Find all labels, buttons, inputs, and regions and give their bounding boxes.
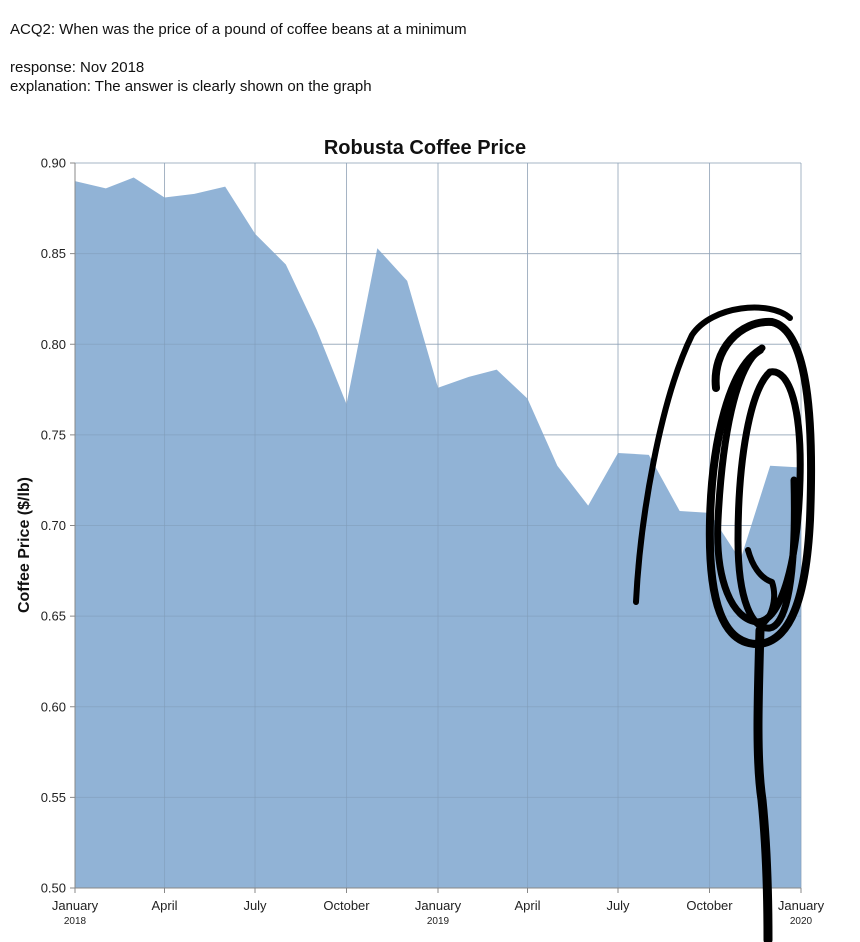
explanation-text: explanation: The answer is clearly shown… bbox=[10, 78, 372, 95]
y-tick-label-0: 0.50 bbox=[41, 881, 66, 896]
hand-drawn-scribble bbox=[633, 304, 816, 942]
x-tick-year-0: 2018 bbox=[64, 916, 87, 927]
scribble-stroke-0 bbox=[633, 304, 793, 605]
y-tick-label-6: 0.80 bbox=[41, 337, 66, 352]
y-tick-label-1: 0.55 bbox=[41, 790, 66, 805]
scribble-stroke-1 bbox=[705, 317, 816, 649]
y-tick-label-2: 0.60 bbox=[41, 699, 66, 714]
question-text: ACQ2: When was the price of a pound of c… bbox=[10, 21, 467, 38]
chart-title: Robusta Coffee Price bbox=[324, 137, 526, 159]
x-tick-label-2: July bbox=[243, 898, 267, 913]
x-axis-ticks: January 2018 April July October January 2019 Ap… bbox=[52, 888, 825, 927]
scribble-stroke-4 bbox=[745, 547, 778, 627]
scribble-stroke-3 bbox=[734, 368, 798, 632]
x-tick-label-3: October bbox=[323, 898, 370, 913]
y-tick-label-7: 0.85 bbox=[41, 246, 66, 261]
scribble-stroke-5 bbox=[753, 625, 773, 942]
x-tick-label-7: October bbox=[686, 898, 733, 913]
y-tick-label-8: 0.90 bbox=[41, 156, 66, 171]
x-tick-label-6: July bbox=[606, 898, 630, 913]
y-axis-ticks: 0.50 0.55 0.60 0.65 0.70 0.75 0.80 0.85 0.90 bbox=[41, 156, 75, 896]
x-tick-label-8: January bbox=[778, 898, 825, 913]
x-tick-label-4: January bbox=[415, 898, 462, 913]
x-tick-label-1: April bbox=[151, 898, 177, 913]
y-axis-title: Coffee Price ($/lb) bbox=[16, 477, 33, 613]
x-tick-label-0: January bbox=[52, 898, 99, 913]
x-tick-label-5: April bbox=[514, 898, 540, 913]
x-tick-year-4: 2019 bbox=[427, 916, 450, 927]
question-block: ACQ2: When was the price of a pound of c… bbox=[10, 20, 467, 96]
x-tick-year-8: 2020 bbox=[790, 916, 813, 927]
y-tick-label-5: 0.75 bbox=[41, 427, 66, 442]
response-text: response: Nov 2018 bbox=[10, 59, 145, 76]
y-tick-label-4: 0.70 bbox=[41, 518, 66, 533]
y-tick-label-3: 0.65 bbox=[41, 609, 66, 624]
